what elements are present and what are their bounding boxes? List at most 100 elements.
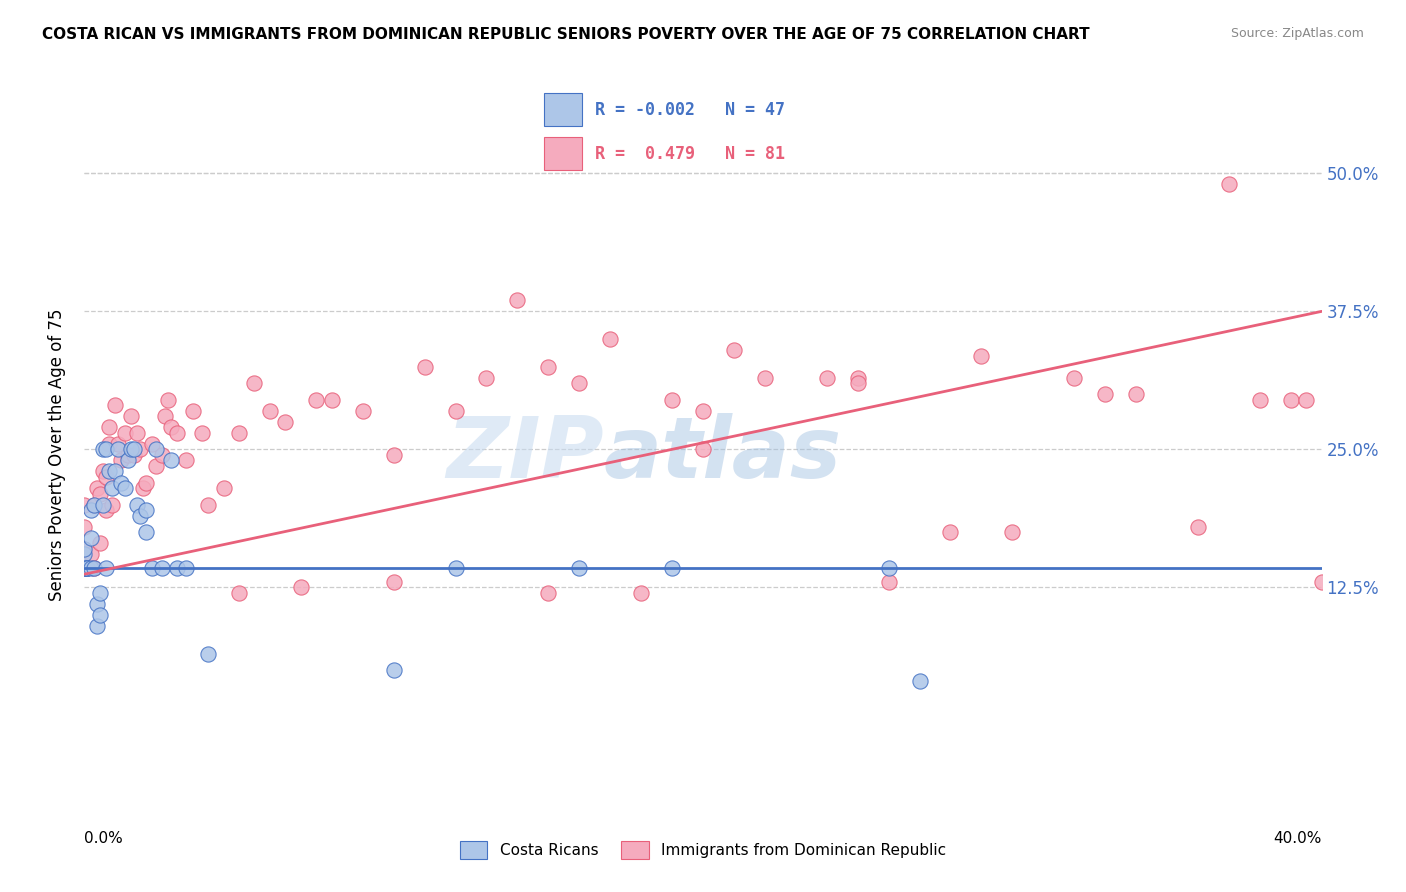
Point xyxy=(107,442,129,457)
Point xyxy=(1094,387,1116,401)
Point xyxy=(122,442,145,457)
Point xyxy=(129,508,152,523)
Point xyxy=(73,541,96,556)
Point xyxy=(274,415,297,429)
Point xyxy=(692,403,714,417)
Point xyxy=(160,420,183,434)
Point xyxy=(150,448,173,462)
Point xyxy=(908,674,931,689)
Point xyxy=(79,503,101,517)
Point xyxy=(83,560,105,574)
Point xyxy=(89,586,111,600)
Point xyxy=(444,403,467,417)
Point xyxy=(290,581,312,595)
Point xyxy=(212,481,235,495)
Point xyxy=(1187,519,1209,533)
Point xyxy=(537,359,560,374)
Point xyxy=(181,403,204,417)
Point xyxy=(114,481,136,495)
Point xyxy=(76,560,98,574)
Point xyxy=(1295,392,1317,407)
Point xyxy=(125,498,148,512)
Point xyxy=(86,597,108,611)
Point xyxy=(723,343,745,357)
Point xyxy=(101,498,124,512)
Point xyxy=(73,560,96,574)
Point xyxy=(846,376,869,391)
Point xyxy=(110,475,132,490)
Text: Source: ZipAtlas.com: Source: ZipAtlas.com xyxy=(1230,27,1364,40)
Point xyxy=(98,420,121,434)
Point xyxy=(444,560,467,574)
Point xyxy=(382,574,405,589)
Point xyxy=(120,442,142,457)
Point xyxy=(76,560,98,574)
Point xyxy=(132,481,155,495)
Point xyxy=(91,498,114,512)
Text: COSTA RICAN VS IMMIGRANTS FROM DOMINICAN REPUBLIC SENIORS POVERTY OVER THE AGE O: COSTA RICAN VS IMMIGRANTS FROM DOMINICAN… xyxy=(42,27,1090,42)
Text: R =  0.479   N = 81: R = 0.479 N = 81 xyxy=(595,145,785,162)
Point xyxy=(506,293,529,308)
Text: R = -0.002   N = 47: R = -0.002 N = 47 xyxy=(595,101,785,119)
Point xyxy=(91,442,114,457)
Point xyxy=(568,560,591,574)
Point xyxy=(135,525,157,540)
Text: atlas: atlas xyxy=(605,413,842,497)
Point xyxy=(145,458,167,473)
Point xyxy=(692,442,714,457)
Point xyxy=(135,475,157,490)
Point xyxy=(661,392,683,407)
Point xyxy=(135,503,157,517)
Point xyxy=(83,498,105,512)
Point xyxy=(79,547,101,561)
Point xyxy=(91,465,114,479)
Point xyxy=(86,481,108,495)
Point xyxy=(101,481,124,495)
Point xyxy=(145,442,167,457)
Point xyxy=(321,392,343,407)
Point xyxy=(1310,574,1333,589)
Point xyxy=(98,465,121,479)
Point xyxy=(599,332,621,346)
Point xyxy=(413,359,436,374)
Point xyxy=(382,663,405,677)
Point xyxy=(110,453,132,467)
Point xyxy=(1125,387,1147,401)
Point xyxy=(568,376,591,391)
Point xyxy=(243,376,266,391)
Point xyxy=(120,409,142,424)
Point xyxy=(1279,392,1302,407)
Point xyxy=(160,453,183,467)
Point xyxy=(73,547,96,561)
Point xyxy=(117,453,139,467)
Point xyxy=(98,437,121,451)
Point xyxy=(73,498,96,512)
Point xyxy=(125,425,148,440)
Point xyxy=(197,498,219,512)
Point xyxy=(104,465,127,479)
Point xyxy=(117,448,139,462)
Point xyxy=(176,560,198,574)
Point xyxy=(1249,392,1271,407)
Point xyxy=(79,560,101,574)
Point xyxy=(89,536,111,550)
Point xyxy=(1001,525,1024,540)
Point xyxy=(94,503,117,517)
Point xyxy=(73,519,96,533)
Text: 0.0%: 0.0% xyxy=(84,830,124,846)
Point xyxy=(73,541,96,556)
Point xyxy=(1218,178,1240,192)
Point xyxy=(1063,370,1085,384)
Point xyxy=(939,525,962,540)
Point xyxy=(83,560,105,574)
Point xyxy=(475,370,498,384)
Point xyxy=(104,398,127,412)
FancyBboxPatch shape xyxy=(544,137,582,170)
Point xyxy=(846,370,869,384)
Point xyxy=(141,437,163,451)
FancyBboxPatch shape xyxy=(544,93,582,126)
Point xyxy=(166,425,188,440)
Point xyxy=(153,409,176,424)
Point xyxy=(76,560,98,574)
Point xyxy=(150,560,173,574)
